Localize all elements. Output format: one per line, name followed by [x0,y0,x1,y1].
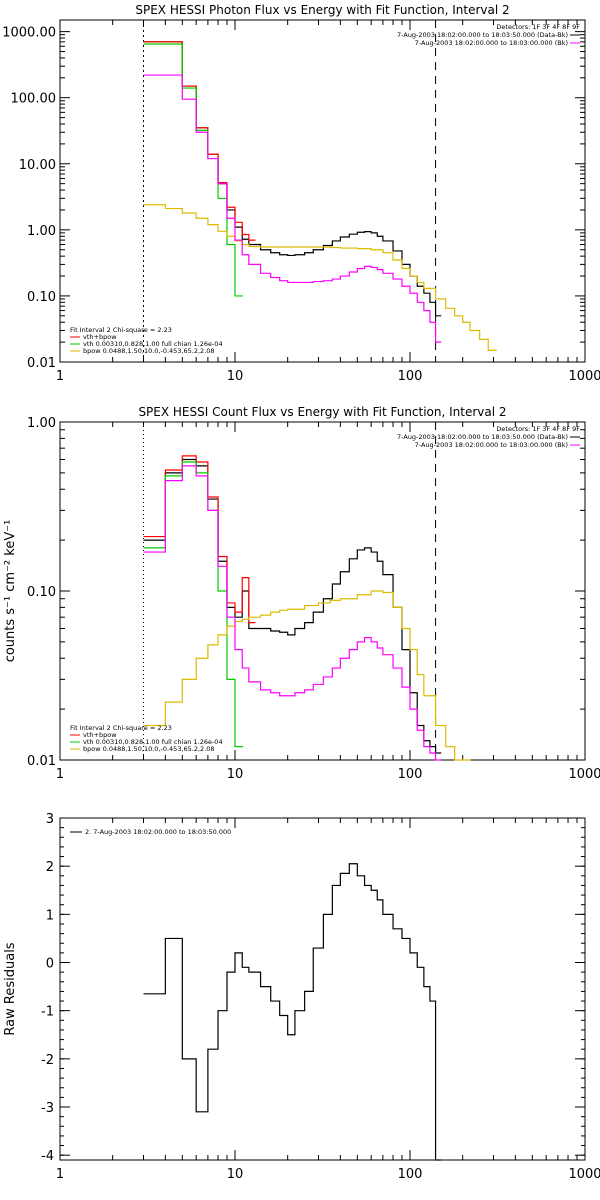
chart1-header-line2: 7-Aug-2003 18:02:00.000 to 18:03:00.000 … [415,39,568,47]
chart1-series-vth [143,43,244,297]
chart1-series-fit [143,41,256,241]
chart1-detectors-label: Detectors: 1F 3F 4F 8F 9F [496,23,580,31]
chart2-fit-legend-label-vth: vth 0.00310,0.828,1.00 full chian 1.26e-… [83,738,223,746]
chart2-plot-frame [59,421,586,761]
chart1-x-tick-label: 10 [227,369,244,384]
chart1-x-tick-label: 100 [398,369,423,384]
chart1-y-tick-label: 0.01 [27,356,56,371]
chart1-fit-legend-label-fit: vth+bpow [83,333,117,341]
chart3-y-tick-label: -3 [41,1101,54,1116]
chart2-y-tick-label: 0.01 [27,754,56,769]
chart2-x-tick-label: 1000 [568,767,600,782]
chart2-series-total [143,458,442,754]
chart1-title: SPEX HESSI Photon Flux vs Energy with Fi… [135,3,509,17]
chart3-y-tick-label: 0 [46,957,54,972]
chart3-y-tick-label: 2 [46,860,54,875]
chart1-y-tick-label: 1.00 [27,224,56,239]
chart1-fit-legend-label-bpow: bpow 0.0488,1.50,10.0,-0.453,65.2,2.08 [83,347,215,355]
chart3-x-tick-label: 1000 [568,1167,600,1182]
chart2-title: SPEX HESSI Count Flux vs Energy with Fit… [138,405,506,419]
chart3-y-tick-label: 1 [46,908,54,923]
chart1-y-tick-label: 0.10 [27,290,56,305]
chart3-x-tick-label: 10 [227,1167,244,1182]
chart1-x-tick-label: 1000 [568,369,600,384]
chart2-series-bpow [143,590,471,761]
chart3-y-tick-label: 3 [46,812,54,827]
chart2-series-bk [143,465,442,761]
chart1-plot-frame [59,19,586,363]
chart2-header-line1: 7-Aug-2003 18:02:00.000 to 18:03:50.000 … [397,433,568,441]
chart2-detectors-label: Detectors: 1F 3F 4F 8F 9F [496,425,580,433]
chart1-y-tick-label: 10.00 [19,158,56,173]
chart3-y-tick-label: -2 [41,1053,54,1068]
chart2-x-tick-label: 10 [227,767,244,782]
chart2-series-vth [143,461,244,748]
chart2-fit-info-title: Fit Interval 2 Chi-square = 2.23 [70,724,172,732]
chart1-y-tick-label: 1000.00 [2,26,56,41]
chart1-y-tick-label: 100.00 [11,92,57,107]
chart2-fit-legend-label-fit: vth+bpow [83,731,117,739]
chart2-y-tick-label: 0.10 [27,585,56,600]
chart1-fit-legend-label-vth: vth 0.00310,0.828,1.00 full chian 1.26e-… [83,340,223,348]
chart3-y-axis-label: Raw Residuals [3,942,18,1035]
chart3-plot-frame [59,817,586,1161]
chart2-fit-legend-label-bpow: bpow 0.0488,1.50,10.0,-0.453,65.2,2.08 [83,745,215,753]
chart3-y-tick-label: -1 [41,1005,54,1020]
chart1-x-tick-label: 1 [56,369,64,384]
chart3-x-tick-label: 100 [398,1167,423,1182]
chart1-series-total [143,41,442,317]
chart2-y-tick-label: 1.00 [27,416,56,431]
chart3-x-tick-label: 1 [56,1167,64,1182]
chart2-y-axis-label: counts s⁻¹ cm⁻² keV⁻¹ [3,520,18,663]
chart1-fit-info-title: Fit Interval 2 Chi-square = 2.23 [70,326,172,334]
chart2-x-tick-label: 100 [398,767,423,782]
chart1-series-bk [143,74,442,343]
chart1-header-line1: 7-Aug-2003 18:02:00.000 to 18:03:50.000 … [397,31,568,39]
chart3-series-total [143,863,442,1161]
chart2-series-fit [143,455,256,624]
chart2-header-line2: 7-Aug-2003 18:02:00.000 to 18:03:00.000 … [415,441,568,449]
chart1-series-bpow [143,204,497,351]
chart3-legend-label: 2. 7-Aug-2003 18:02:00.000 to 18:03:50.0… [85,828,231,836]
chart2-x-tick-label: 1 [56,767,64,782]
chart3-y-tick-label: -4 [41,1149,54,1164]
